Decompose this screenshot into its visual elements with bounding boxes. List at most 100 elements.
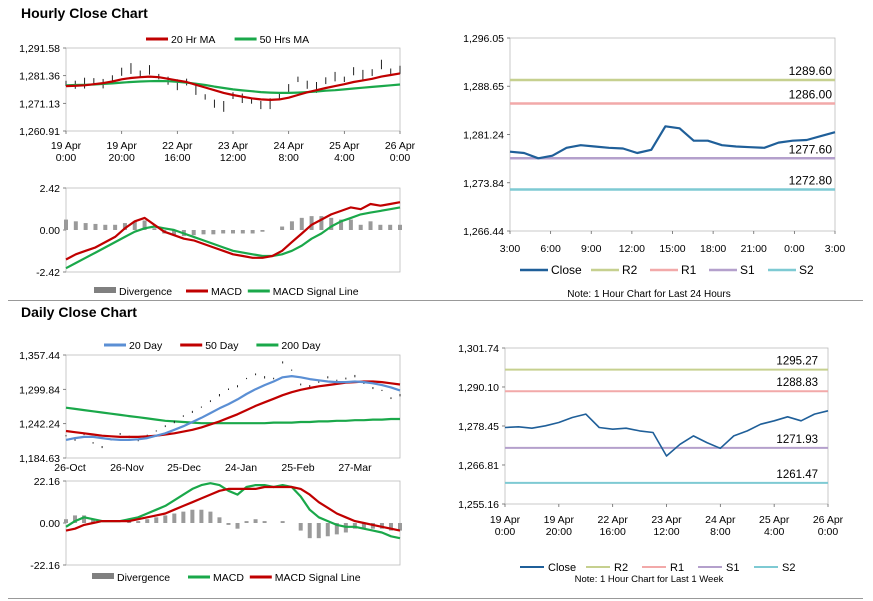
daily-divergence-bar [208, 511, 213, 523]
hourly-divergence-bar [172, 230, 177, 236]
daily-level-s1-label: 1271.93 [776, 434, 818, 446]
daily-macd-line [65, 482, 401, 540]
daily-price-ytick-label: 1,184.63 [19, 453, 60, 465]
daily-macd-legend-label: Divergence [117, 572, 170, 584]
hourly-price-ytick-label: 1,281.36 [19, 71, 60, 83]
hourly-divergence-bar [348, 219, 353, 230]
daily-divergence-bar [244, 521, 249, 523]
daily-macd-legend-swatch [92, 573, 114, 579]
daily-levels-xtick-label: 19 Apr [490, 514, 521, 526]
hourly-macd-ytick-label: 2.42 [40, 183, 61, 195]
hourly-level-r2-label: 1289.60 [789, 64, 833, 78]
hourly-divergence-bar [64, 219, 68, 230]
hourly-levels-ytick-label: 1,273.84 [463, 178, 504, 190]
daily-divergence-bar [217, 517, 222, 523]
daily-ma20-line [65, 375, 401, 441]
hourly-price-xtick-label: 20:00 [109, 152, 135, 164]
hourly-price-xtick-label: 26 Apr [385, 140, 416, 152]
hourly-divergence-bar [260, 230, 265, 232]
hourly-divergence-bar [299, 217, 304, 230]
daily-levels-legend-label: Close [548, 562, 576, 574]
daily-divergence-bar [262, 521, 267, 523]
hourly-levels-legend-label: R2 [622, 263, 638, 277]
hourly-price-ytick-label: 1,291.58 [19, 43, 60, 55]
daily-price-legend-label: 20 Day [129, 340, 163, 352]
hourly-levels-xtick-label: 9:00 [581, 243, 602, 255]
daily-divergence-bar [235, 523, 240, 529]
hourly-macd-legend-swatch [94, 287, 116, 293]
daily-levels-xtick-label: 4:00 [764, 526, 785, 538]
hourly-price-xtick-label: 24 Apr [273, 140, 304, 152]
hourly-macd-legend-label: Divergence [119, 286, 172, 298]
hourly-macd-legend-label: MACD [211, 286, 242, 298]
hourly-divergence-bar [191, 230, 196, 236]
daily-divergence-bar [82, 515, 87, 523]
hourly-divergence-bar [339, 219, 344, 230]
hourly-divergence-bar [378, 224, 383, 230]
hourly-divergence-bar [240, 230, 245, 234]
hourly-ma20-line [65, 72, 401, 102]
hourly-price-xtick-label: 22 Apr [162, 140, 193, 152]
hourly-divergence-bar [93, 223, 98, 230]
daily-divergence-bar [280, 521, 285, 523]
daily-price-xtick-label: 24-Jan [225, 462, 257, 474]
daily-divergence-bar [388, 523, 393, 531]
hourly-levels-note: Note: 1 Hour Chart for Last 24 Hours [567, 289, 730, 300]
daily-divergence-bar [226, 523, 231, 525]
daily-price-legend-label: 50 Day [205, 340, 239, 352]
hourly-divergence-bar [329, 217, 334, 230]
hourly-price-xtick-label: 19 Apr [106, 140, 137, 152]
hourly-divergence-bar [398, 224, 402, 230]
daily-levels-xtick-label: 0:00 [495, 526, 516, 538]
daily-divergence-bar [91, 519, 96, 523]
daily-divergence-bar [190, 509, 195, 523]
hourly-price-ytick-label: 1,271.13 [19, 98, 60, 110]
daily-levels-xtick-label: 8:00 [710, 526, 731, 538]
hourly-levels-ytick-label: 1,266.44 [463, 226, 504, 238]
daily-levels-legend-label: R1 [670, 562, 684, 574]
hourly-levels-xtick-label: 6:00 [540, 243, 561, 255]
hourly-levels-xtick-label: 3:00 [825, 243, 846, 255]
daily-close-line [504, 410, 829, 457]
daily-divergence-bar [325, 523, 330, 537]
daily-levels-ytick-label: 1,290.10 [458, 382, 499, 394]
hourly-macd-ytick-label: -2.42 [36, 267, 60, 279]
hourly-level-r1-label: 1286.00 [789, 88, 833, 102]
hourly-price-ytick-label: 1,260.91 [19, 126, 60, 138]
hourly-divergence-bar [358, 224, 363, 230]
hourly-levels-xtick-label: 12:00 [619, 243, 645, 255]
hourly-price-legend-label: 20 Hr MA [171, 34, 215, 46]
daily-divergence-bar [298, 523, 303, 531]
daily-price-xtick-label: 26-Nov [110, 462, 145, 474]
hourly-levels-xtick-label: 3:00 [500, 243, 521, 255]
daily-levels-ytick-label: 1,301.74 [458, 343, 499, 355]
hourly-levels-ytick-label: 1,281.24 [463, 130, 504, 142]
hourly-price-xtick-label: 23 Apr [218, 140, 249, 152]
hourly-levels-frame [509, 37, 836, 232]
daily-divergence-bar [398, 523, 402, 531]
hourly-price-xtick-label: 12:00 [220, 152, 246, 164]
hourly-levels-xtick-label: 18:00 [700, 243, 726, 255]
daily-levels-xtick-label: 22 Apr [597, 514, 628, 526]
hourly-divergence-bar [122, 223, 127, 230]
daily-price-ytick-label: 1,357.44 [19, 350, 60, 362]
daily-levels-ytick-label: 1,266.81 [458, 460, 499, 472]
daily-macd-ytick-label: -22.16 [30, 560, 60, 572]
hourly-divergence-bar [211, 230, 216, 235]
daily-divergence-bar [136, 521, 141, 523]
daily-macd-legend-label: MACD [213, 572, 244, 584]
hourly-signal-line [65, 206, 401, 270]
daily-divergence-bar [361, 523, 366, 529]
daily-levels-legend-label: S1 [726, 562, 739, 574]
hourly-divergence-bar [103, 224, 108, 230]
daily-divergence-bar [172, 513, 177, 523]
hourly-levels-xtick-label: 0:00 [784, 243, 805, 255]
daily-divergence-bar [145, 519, 150, 523]
hourly-levels-ytick-label: 1,296.05 [463, 33, 504, 45]
section-divider [8, 300, 863, 301]
hourly-levels-legend-label: Close [551, 263, 582, 277]
bottom-divider [8, 598, 863, 599]
hourly-divergence-bar [221, 230, 226, 234]
hourly-divergence-bar [142, 220, 147, 230]
